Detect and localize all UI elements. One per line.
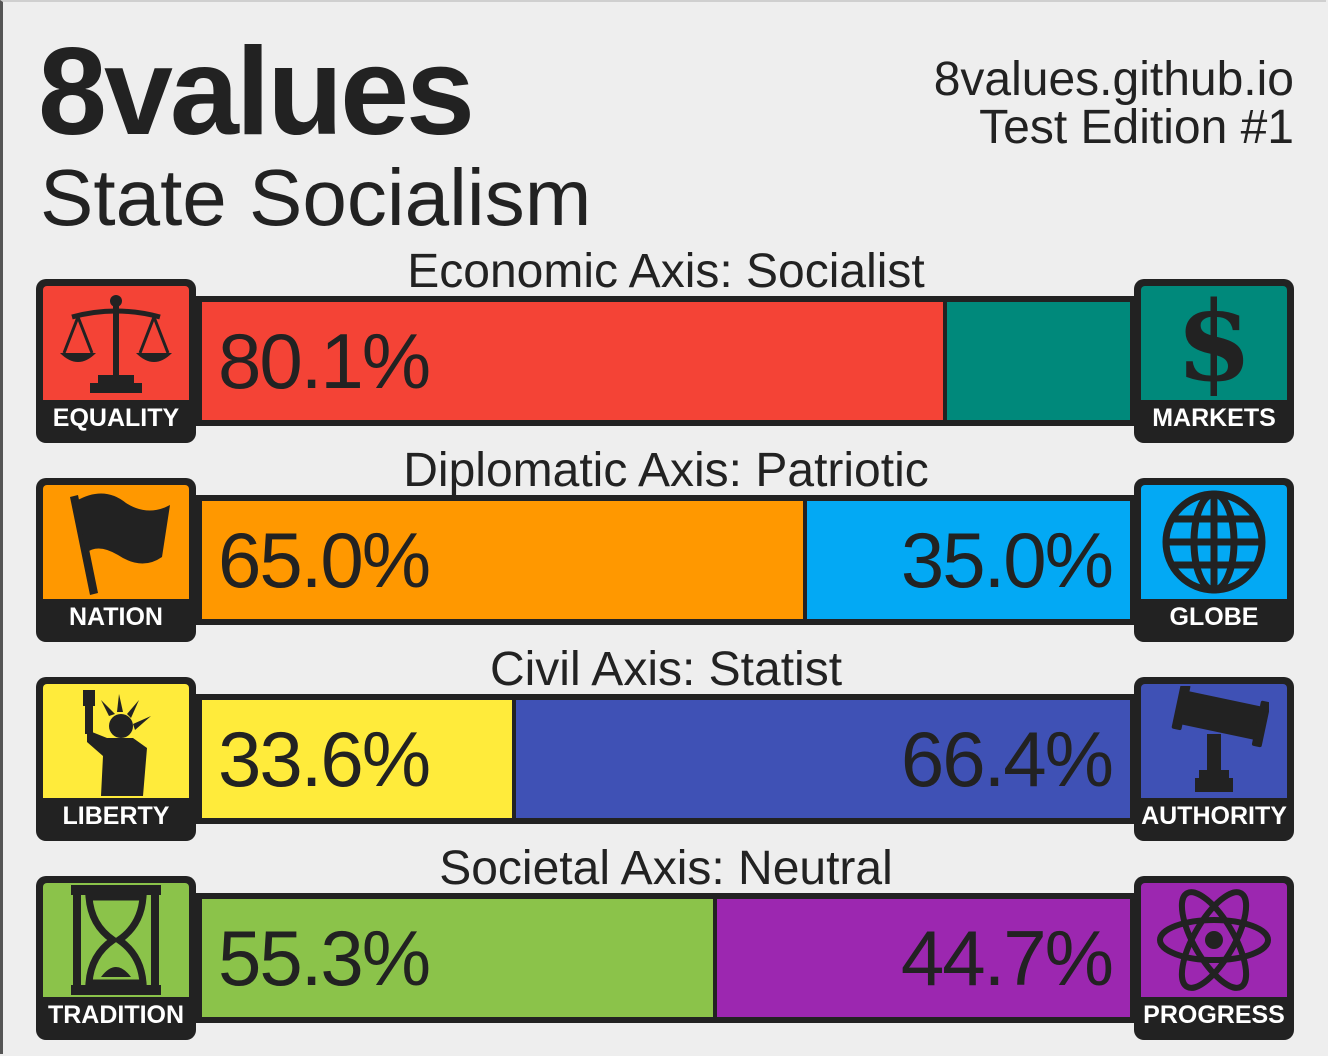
- value-badge-liberty: LIBERTY: [36, 677, 196, 841]
- value-badge-authority: AUTHORITY: [1134, 677, 1294, 841]
- bar-segment-equality: [202, 302, 943, 420]
- badge-caption: AUTHORITY: [1141, 802, 1287, 830]
- bar-segment-markets: [947, 302, 1130, 420]
- value-badge-nation: NATION: [36, 478, 196, 642]
- percent-label-nation: 65.0%: [218, 516, 431, 604]
- bar-segment-globe: [807, 501, 1130, 619]
- badge-caption: PROGRESS: [1143, 1001, 1285, 1029]
- badge-caption: NATION: [69, 603, 163, 631]
- value-badge-tradition: TRADITION: [36, 876, 196, 1040]
- badge-caption: LIBERTY: [62, 802, 170, 830]
- badge-caption: EQUALITY: [52, 404, 180, 432]
- bar-segment-tradition: [202, 899, 713, 1017]
- axis-bar: 55.3% 44.7%: [196, 893, 1136, 1023]
- bar-segment-liberty: [202, 700, 512, 818]
- percent-label-tradition: 55.3%: [218, 914, 431, 1002]
- value-badge-globe: GLOBE: [1134, 478, 1294, 642]
- bar-segment-authority: [516, 700, 1130, 818]
- brand-title: 8values: [38, 23, 475, 161]
- value-badge-equality: EQUALITY: [36, 279, 196, 443]
- bar-segment-nation: [202, 501, 803, 619]
- hourglass-icon: [43, 883, 189, 997]
- axis-label: Societal Axis: Neutral: [439, 842, 893, 895]
- flag-icon: [43, 485, 189, 599]
- globe-icon: [1141, 485, 1287, 599]
- percent-label-authority: 66.4%: [900, 715, 1114, 803]
- svg-text:$: $: [1176, 288, 1253, 398]
- result-ideology: State Socialism: [40, 153, 592, 242]
- statue-of-liberty-icon: [43, 684, 189, 798]
- axis-label: Diplomatic Axis: Patriotic: [403, 444, 929, 497]
- site-url: 8values.github.io: [933, 53, 1294, 106]
- gavel-icon: [1141, 684, 1287, 798]
- badge-caption: GLOBE: [1169, 603, 1259, 631]
- percent-label-equality: 80.1%: [218, 317, 431, 405]
- percent-label-progress: 44.7%: [900, 914, 1114, 1002]
- value-badge-markets: $ MARKETS: [1134, 279, 1294, 443]
- test-edition: Test Edition #1: [979, 101, 1294, 154]
- axis-bar: 80.1%: [196, 296, 1136, 426]
- percent-label-globe: 35.0%: [900, 516, 1114, 604]
- axis-bar: 65.0% 35.0%: [196, 495, 1136, 625]
- badge-caption: TRADITION: [47, 1001, 185, 1029]
- axis-label: Economic Axis: Socialist: [407, 245, 925, 298]
- atom-icon: [1141, 883, 1287, 997]
- axis-label: Civil Axis: Statist: [489, 643, 843, 696]
- dollar-icon: $: [1141, 286, 1287, 400]
- bar-segment-progress: [717, 899, 1130, 1017]
- value-badge-progress: PROGRESS: [1134, 876, 1294, 1040]
- badge-caption: MARKETS: [1152, 404, 1276, 432]
- percent-label-liberty: 33.6%: [218, 715, 431, 803]
- scales-icon: [43, 286, 189, 400]
- axis-bar: 33.6% 66.4%: [196, 694, 1136, 824]
